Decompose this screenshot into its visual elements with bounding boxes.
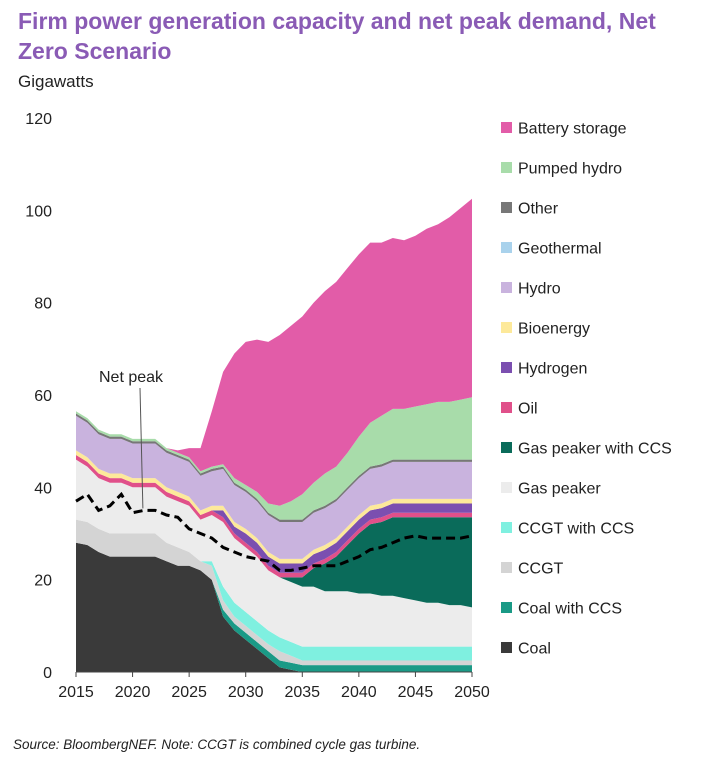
y-tick-label: 20: [34, 573, 52, 590]
x-tick-label: 2050: [454, 684, 490, 701]
legend-swatch-hydro: [501, 282, 512, 293]
legend-label: Hydrogen: [518, 361, 587, 378]
area-gas-peaker-with-ccs: [76, 459, 472, 608]
area-hydro: [76, 415, 472, 559]
legend-swatch-ccgt-with-ccs: [501, 522, 512, 533]
legend-label: CCGT with CCS: [518, 521, 634, 538]
y-tick-label: 120: [25, 111, 52, 128]
y-tick-label: 80: [34, 296, 52, 313]
x-tick-label: 2040: [341, 684, 377, 701]
x-tick-label: 2035: [284, 684, 320, 701]
legend-swatch-gas-peaker: [501, 482, 512, 493]
legend-label: Pumped hydro: [518, 161, 622, 178]
legend-label: Gas peaker with CCS: [518, 441, 672, 458]
x-tick-label: 2025: [171, 684, 207, 701]
area-coal: [76, 542, 472, 672]
legend-label: Oil: [518, 401, 538, 418]
legend-swatch-ccgt: [501, 562, 512, 573]
y-tick-label: 40: [34, 480, 52, 497]
legend-label: Other: [518, 201, 559, 218]
legend-swatch-oil: [501, 402, 512, 413]
legend-label: Hydro: [518, 281, 561, 298]
legend-swatch-coal-with-ccs: [501, 602, 512, 613]
area-oil: [76, 455, 472, 578]
x-tick-label: 2015: [58, 684, 94, 701]
area-gas-peaker: [76, 459, 472, 647]
legend: Battery storage Pumped hydro Other Geotherm…: [501, 121, 672, 658]
legend-label: Coal with CCS: [518, 601, 622, 618]
legend-swatch-other: [501, 202, 512, 213]
x-tick-label: 2020: [115, 684, 151, 701]
net-peak-annotation: Net peak: [99, 369, 164, 386]
legend-swatch-battery-storage: [501, 122, 512, 133]
y-tick-label: 100: [25, 203, 52, 220]
y-tick-label: 0: [43, 665, 52, 682]
net-peak-layer: [75, 491, 473, 572]
legend-label: CCGT: [518, 561, 564, 578]
stacked-areas: [76, 198, 472, 672]
y-axis-label: Gigawatts: [18, 72, 94, 91]
y-tick-label: 60: [34, 388, 52, 405]
legend-swatch-geothermal: [501, 242, 512, 253]
net-peak-line: [75, 491, 473, 572]
legend-label: Geothermal: [518, 241, 602, 258]
legend-swatch-hydrogen: [501, 362, 512, 373]
annotations: Net peak: [99, 369, 164, 509]
legend-swatch-gas-peaker-with-ccs: [501, 442, 512, 453]
legend-label: Bioenergy: [518, 321, 590, 338]
source-note: Source: BloombergNEF. Note: CCGT is comb…: [13, 737, 421, 752]
legend-swatch-coal: [501, 642, 512, 653]
legend-label: Coal: [518, 641, 551, 658]
area-ccgt: [76, 519, 472, 666]
legend-label: Battery storage: [518, 121, 627, 138]
x-tick-label: 2045: [398, 684, 434, 701]
legend-swatch-bioenergy: [501, 322, 512, 333]
chart-title: Firm power generation capacity and net p…: [18, 8, 656, 64]
legend-swatch-pumped-hydro: [501, 162, 512, 173]
x-tick-label: 2030: [228, 684, 264, 701]
area-pumped-hydro: [76, 397, 472, 520]
legend-label: Gas peaker: [518, 481, 601, 498]
area-battery-storage: [76, 198, 472, 506]
net-peak-leader-line: [139, 387, 144, 509]
